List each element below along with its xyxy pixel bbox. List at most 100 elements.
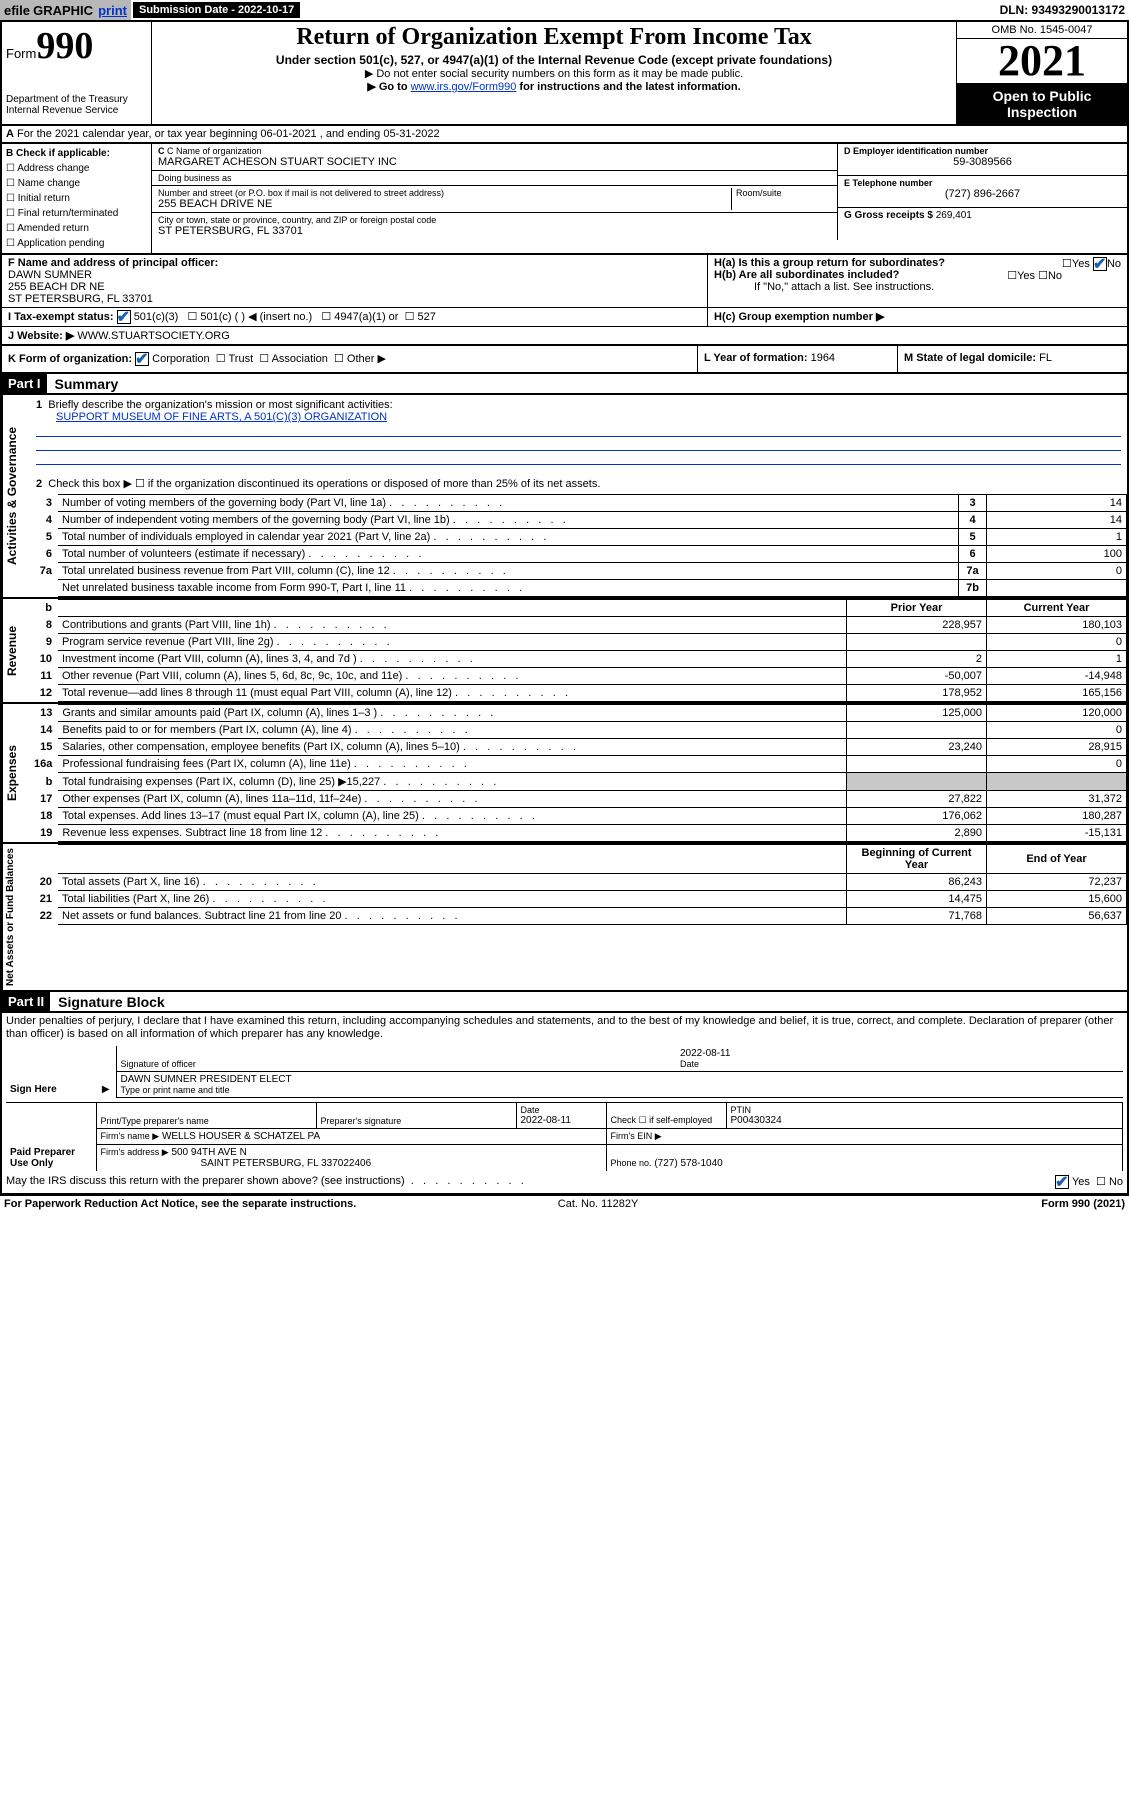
firm-phone-label: Phone no.	[611, 1158, 652, 1168]
sub3-pre: ▶ Go to	[367, 81, 410, 93]
chk-amended-return[interactable]: ☐ Amended return	[6, 221, 147, 236]
firm-name-label: Firm's name ▶	[101, 1131, 160, 1141]
discuss-text: May the IRS discuss this return with the…	[6, 1175, 405, 1187]
opt-527[interactable]: 527	[418, 311, 436, 323]
dln-label: DLN: 93493290013172	[1000, 3, 1129, 17]
self-employed-check[interactable]: Check ☐ if self-employed	[606, 1102, 726, 1128]
street-label: Number and street (or P.O. box if mail i…	[158, 188, 731, 198]
line-k-label: K Form of organization:	[8, 353, 132, 365]
line-l: L Year of formation: 1964	[697, 346, 897, 372]
firm-addr-label: Firm's address ▶	[101, 1147, 169, 1157]
sig-date-val: 2022-08-11	[680, 1048, 1119, 1059]
state-domicile: FL	[1039, 352, 1052, 364]
prep-sig-label: Preparer's signature	[321, 1116, 512, 1126]
org-name: MARGARET ACHESON STUART SOCIETY INC	[158, 156, 831, 168]
opt-501c3: 501(c)(3)	[134, 311, 179, 323]
box-b-label: B Check if applicable:	[6, 148, 110, 159]
org-name-label: C Name of organization	[167, 146, 262, 156]
expenses-table: 13Grants and similar amounts paid (Part …	[30, 704, 1127, 842]
box-f-label: F Name and address of principal officer:	[8, 257, 218, 269]
line-a-text: For the 2021 calendar year, or tax year …	[17, 128, 440, 140]
form-id: Form990	[6, 24, 147, 68]
phone-cell: E Telephone number (727) 896-2667	[838, 176, 1127, 208]
form-title: Return of Organization Exempt From Incom…	[156, 24, 952, 51]
perjury-declaration: Under penalties of perjury, I declare th…	[6, 1015, 1123, 1041]
klm-row: K Form of organization: Corporation ☐ Tr…	[0, 346, 1129, 374]
line-m: M State of legal domicile: FL	[897, 346, 1127, 372]
dept-treasury: Department of the Treasury	[6, 94, 147, 105]
footer-right: Form 990 (2021)	[1041, 1198, 1125, 1210]
firm-phone-val: (727) 578-1040	[654, 1158, 722, 1169]
summary-netassets: Net Assets or Fund Balances Beginning of…	[0, 844, 1129, 992]
room-label: Room/suite	[736, 188, 831, 198]
opt-other[interactable]: Other ▶	[347, 353, 386, 365]
corp-check-icon[interactable]	[135, 352, 149, 366]
line-i-label: I Tax-exempt status:	[8, 311, 114, 323]
officer-printed-name: DAWN SUMNER PRESIDENT ELECT	[121, 1074, 1120, 1085]
form-header: Form990 Department of the Treasury Inter…	[0, 22, 1129, 126]
website-val: WWW.STUARTSOCIETY.ORG	[77, 330, 229, 342]
tax-year: 2021	[957, 39, 1127, 84]
discuss-yes-check-icon[interactable]	[1055, 1175, 1069, 1189]
page-footer: For Paperwork Reduction Act Notice, see …	[0, 1195, 1129, 1212]
part2-bar: Part II Signature Block	[0, 992, 1129, 1013]
chk-final-return[interactable]: ☐ Final return/terminated	[6, 206, 147, 221]
opt-4947[interactable]: 4947(a)(1) or	[334, 311, 398, 323]
paid-preparer-table: Paid Preparer Use Only Print/Type prepar…	[6, 1102, 1123, 1171]
hb-yes[interactable]: Yes	[1017, 270, 1035, 282]
year-formation: 1964	[811, 352, 835, 364]
chk-address-change[interactable]: ☐ Address change	[6, 161, 147, 176]
opt-501c[interactable]: 501(c) ( ) ◀ (insert no.)	[200, 311, 312, 323]
summary-governance: Activities & Governance 1 Briefly descri…	[0, 395, 1129, 599]
irs-gov-link[interactable]: www.irs.gov/Form990	[411, 81, 517, 93]
sig-date-label: Date	[680, 1059, 1119, 1069]
501c3-check-icon[interactable]	[117, 310, 131, 324]
part1-hdr: Part I	[2, 374, 47, 393]
ha-no-check-icon[interactable]	[1093, 257, 1107, 271]
chk-initial-return[interactable]: ☐ Initial return	[6, 191, 147, 206]
summary-expenses: Expenses 13Grants and similar amounts pa…	[0, 704, 1129, 844]
chk-name-change[interactable]: ☐ Name change	[6, 176, 147, 191]
box-f: F Name and address of principal officer:…	[2, 255, 707, 307]
ein-val: 59-3089566	[844, 156, 1121, 168]
part1-bar: Part I Summary	[0, 374, 1129, 395]
officer-addr1: 255 BEACH DR NE	[8, 281, 105, 293]
header-sub2: ▶ Do not enter social security numbers o…	[156, 67, 952, 80]
prep-date-val: 2022-08-11	[521, 1115, 571, 1126]
chk-application-pending[interactable]: ☐ Application pending	[6, 236, 147, 251]
gross-receipts-cell: G Gross receipts $ 269,401	[838, 208, 1127, 240]
ha-yes[interactable]: Yes	[1072, 258, 1090, 270]
summary-revenue: Revenue bPrior YearCurrent Year8Contribu…	[0, 599, 1129, 704]
top-bar: efile GRAPHIC print Submission Date - 20…	[0, 0, 1129, 22]
hb-no[interactable]: No	[1048, 270, 1062, 282]
prep-date-label: Date	[521, 1105, 602, 1115]
part2-title: Signature Block	[50, 994, 165, 1010]
part1-title: Summary	[47, 376, 119, 392]
form-prefix: Form	[6, 46, 36, 61]
print-link[interactable]: print	[98, 3, 127, 18]
gross-val: 269,401	[936, 210, 972, 221]
phone-val: (727) 896-2667	[844, 188, 1121, 200]
graphic-label: GRAPHIC	[33, 3, 93, 18]
revenue-table: bPrior YearCurrent Year8Contributions an…	[30, 599, 1127, 702]
governance-table: 3Number of voting members of the governi…	[30, 494, 1127, 597]
discuss-no[interactable]: No	[1109, 1176, 1123, 1188]
sign-here-table: Sign Here ▶ Signature of officer 2022-08…	[6, 1046, 1123, 1098]
mission-text: SUPPORT MUSEUM OF FINE ARTS, A 501(C)(3)…	[56, 411, 387, 423]
line-hc: H(c) Group exemption number ▶	[707, 308, 1127, 326]
header-sub3: ▶ Go to www.irs.gov/Form990 for instruct…	[156, 80, 952, 93]
line-m-label: M State of legal domicile:	[904, 352, 1036, 364]
paid-preparer-label: Paid Preparer Use Only	[6, 1102, 96, 1171]
irs-label: Internal Revenue Service	[6, 105, 147, 116]
opt-trust[interactable]: Trust	[229, 353, 254, 365]
sig-officer-label: Signature of officer	[121, 1059, 673, 1069]
gross-label: G Gross receipts $	[844, 210, 933, 221]
opt-association[interactable]: Association	[272, 353, 328, 365]
opt-corporation: Corporation	[152, 353, 209, 365]
ha-label: H(a) Is this a group return for subordin…	[714, 257, 945, 269]
city-val: ST PETERSBURG, FL 33701	[158, 225, 831, 237]
submission-date: Submission Date - 2022-10-17	[133, 2, 300, 18]
open-to-public: Open to Public Inspection	[957, 84, 1127, 124]
phone-label: E Telephone number	[844, 178, 932, 188]
line-i: I Tax-exempt status: 501(c)(3) ☐ 501(c) …	[2, 308, 707, 326]
